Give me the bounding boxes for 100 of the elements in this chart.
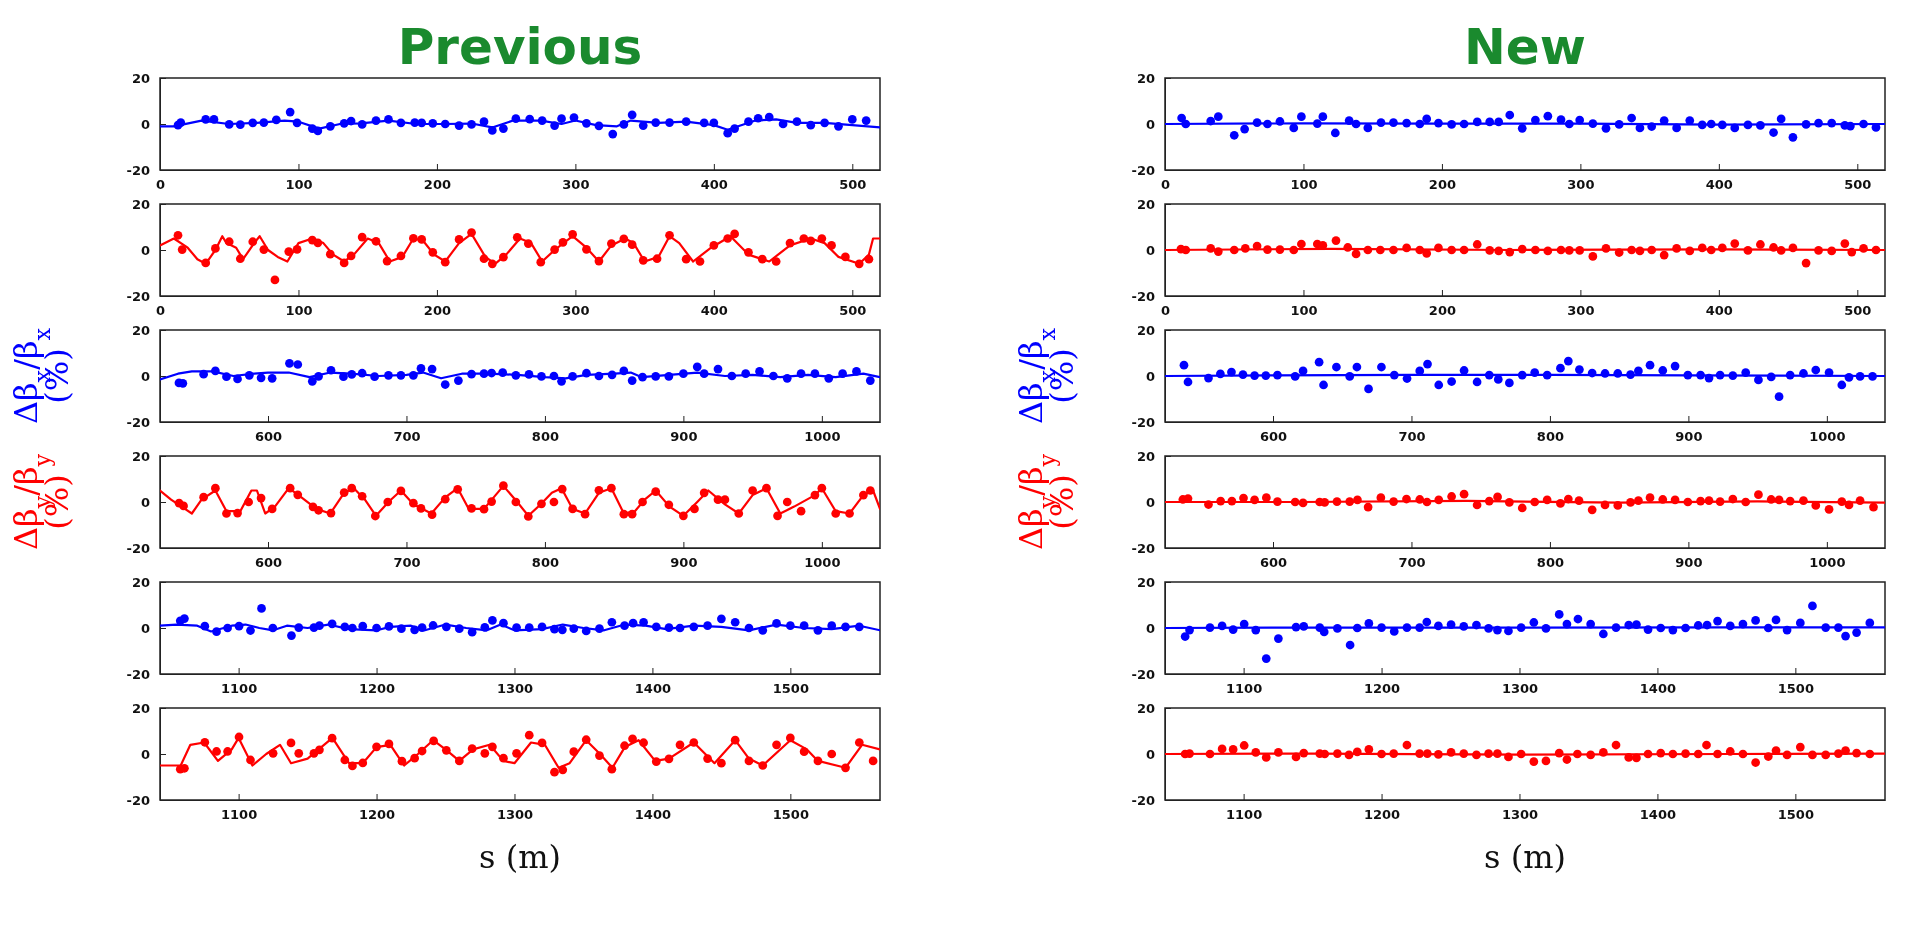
point xyxy=(1834,623,1843,632)
point xyxy=(664,623,674,632)
point xyxy=(325,121,335,131)
point xyxy=(1517,503,1527,513)
x-tick-label: 1000 xyxy=(804,429,841,445)
point xyxy=(488,742,497,752)
point xyxy=(709,241,719,250)
point xyxy=(813,625,823,635)
point xyxy=(1376,493,1386,502)
x-tick-label: 1200 xyxy=(1363,681,1401,697)
point xyxy=(1484,370,1494,380)
point xyxy=(370,372,379,382)
point xyxy=(1251,748,1261,757)
point xyxy=(1847,247,1857,257)
point xyxy=(841,622,850,632)
point xyxy=(717,614,726,624)
point xyxy=(286,738,296,748)
x-tick-label: 100 xyxy=(1290,177,1318,193)
point xyxy=(834,121,843,131)
point xyxy=(1297,239,1306,249)
point xyxy=(314,372,323,381)
x-tick-label: 1200 xyxy=(358,807,396,823)
point xyxy=(627,110,637,120)
point xyxy=(1422,749,1432,758)
point xyxy=(569,113,579,122)
y-tick-label: 20 xyxy=(131,574,150,590)
point xyxy=(1291,622,1301,632)
point xyxy=(453,484,463,494)
point xyxy=(1459,749,1469,758)
point xyxy=(234,621,244,631)
x-tick-label: 700 xyxy=(1398,555,1426,571)
y-tick-label: -20 xyxy=(126,162,150,178)
point xyxy=(1229,245,1239,255)
point xyxy=(639,617,648,627)
point xyxy=(537,116,547,125)
point xyxy=(620,741,629,751)
point xyxy=(537,738,547,748)
point xyxy=(1774,495,1784,505)
point xyxy=(582,118,591,128)
point xyxy=(256,493,266,503)
point xyxy=(692,362,702,372)
point xyxy=(568,372,577,381)
point xyxy=(1517,370,1527,380)
point xyxy=(1756,240,1765,249)
point xyxy=(211,483,220,493)
point xyxy=(1485,246,1495,255)
point xyxy=(1600,369,1610,378)
point xyxy=(1333,749,1342,758)
point xyxy=(1801,258,1811,268)
y-tick-label: 20 xyxy=(1136,448,1155,464)
point xyxy=(1389,627,1399,636)
point xyxy=(730,124,739,133)
point xyxy=(313,126,323,136)
point xyxy=(467,120,476,129)
point xyxy=(1632,620,1641,629)
point xyxy=(1415,495,1425,504)
point xyxy=(267,373,277,383)
point xyxy=(340,755,350,765)
point xyxy=(568,230,577,239)
x-tick-label: 0 xyxy=(155,177,166,193)
point xyxy=(1447,492,1456,501)
point xyxy=(568,504,577,514)
point xyxy=(1788,132,1798,142)
point xyxy=(1586,619,1596,629)
y-tick-label: -20 xyxy=(1131,162,1155,178)
point xyxy=(1240,124,1249,134)
point xyxy=(1634,496,1643,505)
point xyxy=(1702,620,1712,630)
point xyxy=(428,621,438,630)
point xyxy=(1517,244,1527,254)
point xyxy=(1447,120,1456,129)
point xyxy=(1484,749,1493,758)
point xyxy=(1216,496,1226,506)
point xyxy=(248,118,258,128)
x-tick-label: 1400 xyxy=(634,807,672,823)
point xyxy=(1587,505,1597,515)
x-tick-label: 800 xyxy=(1536,429,1564,445)
point xyxy=(285,107,295,117)
x-tick-label: 400 xyxy=(1705,303,1733,319)
point xyxy=(1228,625,1238,634)
point xyxy=(1668,749,1678,759)
point xyxy=(1685,116,1695,125)
point xyxy=(1375,245,1385,255)
point xyxy=(1364,384,1373,394)
point xyxy=(1704,496,1714,505)
y-tick-label: 0 xyxy=(1145,116,1155,132)
x-tick-label: 1500 xyxy=(772,681,809,697)
point xyxy=(537,622,547,632)
point xyxy=(1574,496,1584,505)
point xyxy=(511,114,521,124)
point xyxy=(594,371,604,381)
point xyxy=(569,624,579,634)
y-tick-label: 20 xyxy=(131,196,150,212)
point xyxy=(1656,623,1666,633)
point xyxy=(1554,610,1564,619)
point xyxy=(467,369,476,379)
point xyxy=(498,368,508,377)
point xyxy=(1782,625,1792,635)
point xyxy=(1601,244,1611,253)
point xyxy=(1261,753,1271,762)
